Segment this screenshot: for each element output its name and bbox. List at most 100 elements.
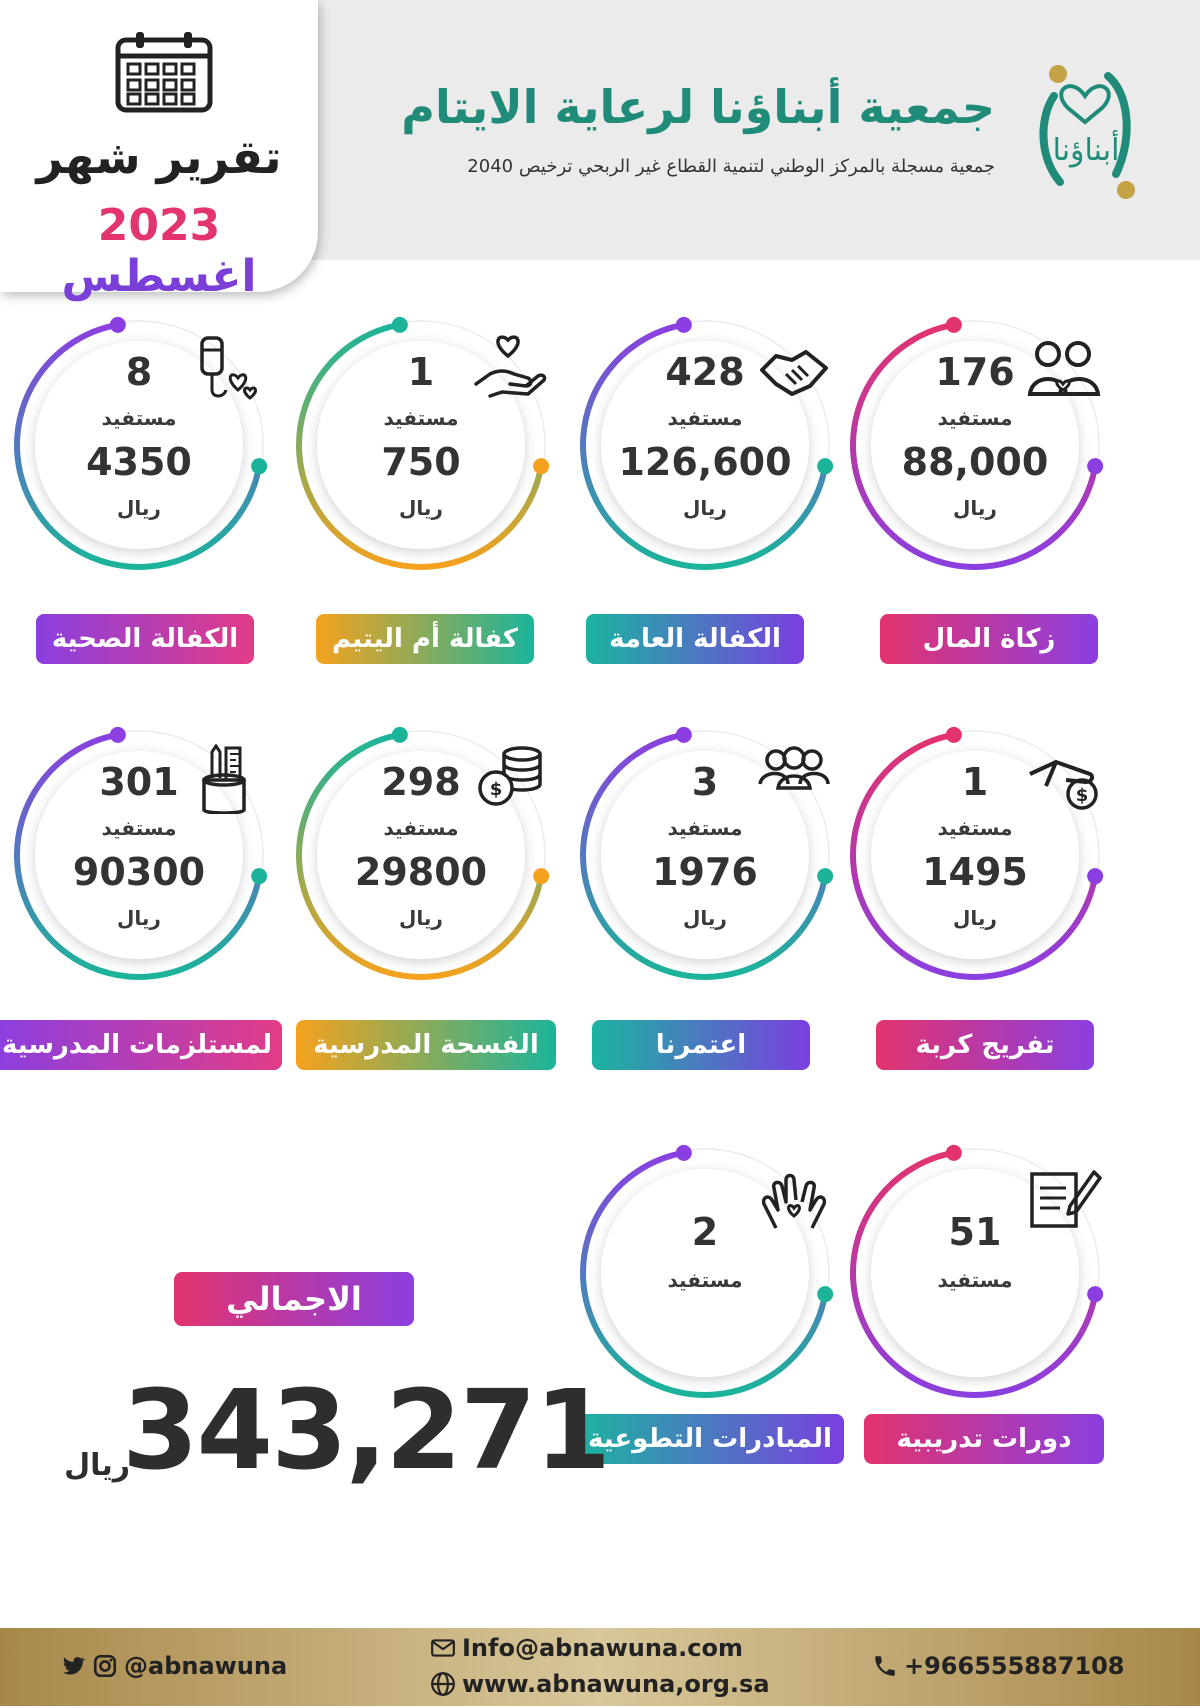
currency-label: ريال <box>683 496 727 520</box>
currency-label: ريال <box>953 906 997 930</box>
twitter-icon <box>63 1657 86 1675</box>
amount-value: 4350 <box>86 440 192 484</box>
beneficiary-label: مستفيد <box>667 816 743 840</box>
ring-start-dot <box>109 316 126 333</box>
ring-arc <box>14 321 263 570</box>
svg-text:$: $ <box>490 779 503 800</box>
calendar-icon <box>115 32 213 113</box>
program-name-pill: اعتمرنا <box>592 1020 810 1070</box>
ring-arc <box>296 321 545 570</box>
program-card: 1 مستفيد 750 ريال كفالة أم اليتيم <box>286 310 556 670</box>
ring-arc <box>850 1149 1099 1398</box>
program-card: 2 مستفيد المبادرات التطوعية <box>570 1138 844 1498</box>
program-name-pill: الفسحة المدرسية <box>296 1020 556 1070</box>
ring-end-dot <box>533 868 550 885</box>
ring-start-dot <box>675 316 692 333</box>
program-card: 3 مستفيد 1976 ريال اعتمرنا <box>570 720 840 1080</box>
progress-ring <box>14 316 268 570</box>
amount-value: 750 <box>381 440 461 484</box>
org-subtitle: جمعية مسجلة بالمركز الوطني لتنمية القطاع… <box>467 156 995 177</box>
program-name-pill: لمستلزمات المدرسية <box>0 1020 282 1070</box>
ring-start-dot <box>391 726 408 743</box>
footer-social[interactable]: @abnawuna <box>60 1652 287 1680</box>
program-name-pill: المبادرات التطوعية <box>576 1414 844 1464</box>
ring-end-dot <box>1087 458 1104 475</box>
beneficiary-label: مستفيد <box>667 1268 743 1292</box>
program-card: 301 مستفيد 90300 ريال لمستلزمات المدرسية <box>0 720 282 1080</box>
beneficiary-count: 2 <box>691 1210 719 1254</box>
program-name-pill: دورات تدريبية <box>864 1414 1104 1464</box>
ring-arc <box>580 731 829 980</box>
beneficiary-count: 428 <box>665 350 745 394</box>
ring-arc <box>580 1149 829 1398</box>
hand-coin-icon: $ <box>1029 760 1098 810</box>
org-name: جمعية أبناؤنا لرعاية الايتام <box>401 80 995 134</box>
ring-end-dot <box>533 458 550 475</box>
program-name-pill: تفريج كربة <box>876 1020 1094 1070</box>
medical-drip-icon <box>200 336 257 400</box>
email-text: Info@abnawuna.com <box>462 1634 743 1662</box>
currency-label: ريال <box>117 906 161 930</box>
amount-value: 88,000 <box>901 440 1049 484</box>
instagram-icon <box>93 1654 117 1678</box>
amount-value: 126,600 <box>618 440 792 484</box>
progress-ring <box>850 726 1104 980</box>
beneficiary-count: 301 <box>99 760 179 804</box>
currency-label: ريال <box>953 496 997 520</box>
progress-ring <box>296 316 550 570</box>
program-card: $298 مستفيد 29800 ريال الفسحة المدرسية <box>286 720 556 1080</box>
program-card: 176 مستفيد 88,000 ريال زكاة المال <box>840 310 1110 670</box>
amount-value: 29800 <box>354 850 488 894</box>
report-month-word: اغسطس <box>61 251 257 302</box>
program-card: $1 مستفيد 1495 ريال تفريج كربة <box>840 720 1110 1080</box>
ring-start-dot <box>945 726 962 743</box>
ring-arc <box>296 731 545 980</box>
handshake-icon <box>760 350 828 396</box>
website-text: www.abnawuna,org.sa <box>462 1670 770 1698</box>
beneficiary-label: مستفيد <box>383 406 459 430</box>
ring-start-dot <box>945 316 962 333</box>
phone-text: +966555887108 <box>904 1652 1125 1680</box>
ring-start-dot <box>675 726 692 743</box>
currency-label: ريال <box>117 496 161 520</box>
progress-ring <box>850 1144 1104 1398</box>
ring-end-dot <box>817 1286 834 1303</box>
amount-value: 90300 <box>72 850 206 894</box>
mail-icon <box>431 1639 455 1657</box>
beneficiary-count: 51 <box>948 1210 1002 1254</box>
program-card: 428 مستفيد 126,600 ريال الكفالة العامة <box>570 310 840 670</box>
beneficiary-label: مستفيد <box>937 1268 1013 1292</box>
progress-ring <box>580 726 834 980</box>
program-name-pill: كفالة أم اليتيم <box>316 614 534 664</box>
ring-end-dot <box>251 868 268 885</box>
footer-website[interactable]: www.abnawuna,org.sa <box>430 1670 770 1698</box>
progress-ring <box>296 726 550 980</box>
ring-start-dot <box>109 726 126 743</box>
program-name-pill: الكفالة العامة <box>586 614 804 664</box>
footer-email[interactable]: Info@abnawuna.com <box>430 1634 743 1662</box>
report-year: 2023 <box>97 200 221 251</box>
ring-end-dot <box>817 458 834 475</box>
globe-icon <box>431 1672 455 1696</box>
beneficiary-label: مستفيد <box>101 816 177 840</box>
beneficiary-count: 1 <box>407 350 435 394</box>
coins-icon: $ <box>478 746 542 806</box>
ring-end-dot <box>1087 868 1104 885</box>
progress-ring <box>580 316 834 570</box>
people-heart-icon <box>1027 341 1101 396</box>
pencil-cup-icon <box>202 744 246 814</box>
beneficiary-label: مستفيد <box>383 816 459 840</box>
report-title: تقرير شهر <box>36 130 282 184</box>
ring-arc <box>14 731 263 980</box>
progress-ring <box>850 316 1104 570</box>
footer-phone[interactable]: +966555887108 <box>872 1652 1125 1680</box>
progress-ring <box>580 1144 834 1398</box>
ring-end-dot <box>251 458 268 475</box>
program-card: 8 مستفيد 4350 ريال الكفالة الصحية <box>4 310 274 670</box>
group-icon <box>758 746 830 790</box>
clapping-hands-icon <box>761 1173 827 1229</box>
svg-text:$: $ <box>1076 785 1089 806</box>
beneficiary-label: مستفيد <box>937 816 1013 840</box>
total-value: 343,271 <box>122 1366 611 1494</box>
beneficiary-count: 1 <box>961 760 989 804</box>
